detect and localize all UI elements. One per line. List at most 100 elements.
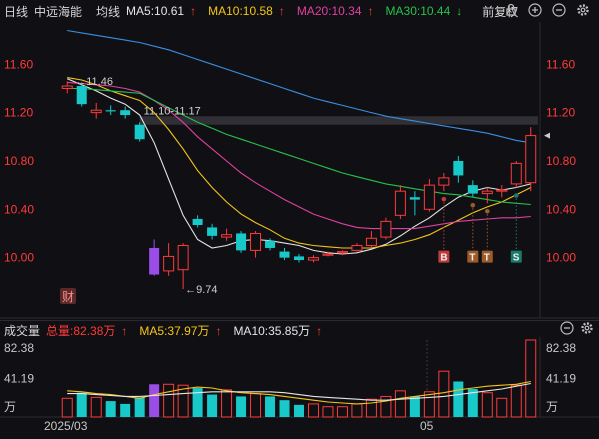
- candle-body[interactable]: [496, 189, 508, 192]
- signal-badge-T[interactable]: T: [469, 253, 475, 264]
- candle-body[interactable]: [76, 86, 87, 105]
- signal-badge-bg[interactable]: [510, 250, 522, 263]
- gap-band: [139, 116, 538, 125]
- candle-body[interactable]: [120, 110, 131, 116]
- finance-badge-bg[interactable]: [60, 288, 76, 304]
- price-chart-header: 日线 中远海能 均线 MA5:10.61 ↑ MA10:10.58 ↑ MA20:1…: [0, 0, 599, 22]
- candle-body[interactable]: [510, 162, 522, 185]
- candle-body[interactable]: [438, 177, 450, 186]
- candle-body[interactable]: [163, 255, 175, 272]
- volume-bar[interactable]: [294, 404, 304, 417]
- volume-bar[interactable]: [510, 384, 522, 418]
- candle-body[interactable]: [236, 233, 247, 251]
- volume-bar[interactable]: [265, 396, 276, 417]
- signal-badge-bg[interactable]: [481, 250, 493, 263]
- candle-body[interactable]: [149, 247, 160, 275]
- volume-bar[interactable]: [61, 397, 73, 418]
- candle-body[interactable]: [192, 218, 203, 225]
- price-tick-right: 10.00: [546, 251, 576, 265]
- candle-body[interactable]: [525, 135, 537, 184]
- candle-body[interactable]: [365, 237, 377, 247]
- volume-bar[interactable]: [481, 392, 493, 418]
- candle-body[interactable]: [134, 124, 145, 140]
- ma-line-ma60: [67, 29, 531, 144]
- candle-body[interactable]: [409, 197, 420, 200]
- volume-bar[interactable]: [453, 381, 464, 417]
- minus-icon[interactable]: [559, 321, 575, 337]
- volume-bar[interactable]: [149, 384, 160, 417]
- volume-bar[interactable]: [351, 403, 363, 418]
- volume-bar[interactable]: [496, 397, 508, 418]
- lock-icon[interactable]: [503, 3, 519, 19]
- candle-body[interactable]: [394, 190, 406, 216]
- signal-badge-T[interactable]: T: [484, 253, 490, 264]
- candle-body[interactable]: [177, 245, 189, 271]
- volume-bar[interactable]: [525, 339, 537, 418]
- volume-bar[interactable]: [322, 406, 334, 418]
- volume-bar[interactable]: [134, 397, 145, 417]
- volume-bar[interactable]: [120, 403, 131, 417]
- volume-bar[interactable]: [423, 391, 435, 418]
- candle-body[interactable]: [336, 251, 348, 254]
- period-selector[interactable]: 日线: [4, 4, 29, 19]
- plus-icon[interactable]: [527, 3, 543, 19]
- candle-body[interactable]: [105, 110, 116, 112]
- volume-bar[interactable]: [90, 396, 102, 418]
- candle-body[interactable]: [467, 185, 478, 194]
- candle-body[interactable]: [61, 85, 73, 89]
- volume-bar[interactable]: [380, 395, 392, 418]
- volume-bar[interactable]: [236, 396, 247, 417]
- candle-body[interactable]: [322, 253, 334, 256]
- signal-badge-bg[interactable]: [438, 250, 450, 263]
- volume-tick-left: 82.38: [4, 341, 34, 355]
- volume-bar[interactable]: [163, 383, 175, 418]
- candle-body[interactable]: [307, 257, 319, 261]
- gap-label: 11.10-11.17: [144, 105, 201, 117]
- volume-bar[interactable]: [192, 388, 203, 417]
- volume-title: 成交量: [4, 323, 41, 338]
- candle-body[interactable]: [453, 160, 464, 176]
- volume-bar[interactable]: [207, 394, 218, 417]
- signal-badge-bg[interactable]: [467, 250, 479, 263]
- volume-bar[interactable]: [467, 388, 478, 417]
- price-tick-right: 10.40: [546, 202, 576, 216]
- date-label: 05: [420, 419, 434, 433]
- volume-bar[interactable]: [365, 398, 377, 418]
- candle-body[interactable]: [294, 256, 304, 261]
- volume-ma-ma5: [67, 380, 531, 405]
- volume-ma5: MA5:37.97万 ↑: [139, 323, 222, 338]
- volume-bar[interactable]: [307, 403, 319, 418]
- signal-badge-S[interactable]: S: [513, 253, 520, 264]
- candle-body[interactable]: [351, 245, 363, 251]
- candle-body[interactable]: [250, 232, 262, 251]
- ma-menu[interactable]: 均线: [96, 4, 121, 19]
- volume-bar[interactable]: [76, 392, 87, 417]
- signal-badge-B[interactable]: B: [440, 253, 447, 264]
- volume-bar[interactable]: [394, 390, 406, 418]
- price-tick-left: 11.60: [4, 57, 33, 71]
- gear-icon[interactable]: [579, 321, 595, 337]
- volume-bar[interactable]: [336, 406, 348, 418]
- candle-body[interactable]: [265, 240, 276, 248]
- volume-bar[interactable]: [279, 400, 290, 417]
- candle-body[interactable]: [481, 190, 493, 195]
- kline-chart[interactable]: 11.60 11.60 11.20 11.20 10.80 10.80 10.40 10.40…: [0, 22, 599, 439]
- ma10-readout: MA10:10.58 ↑: [208, 4, 285, 18]
- candle-body[interactable]: [423, 184, 435, 210]
- finance-badge[interactable]: 财: [62, 290, 74, 304]
- volume-bar[interactable]: [105, 401, 116, 417]
- candle-body[interactable]: [207, 227, 218, 236]
- minus-icon[interactable]: [551, 3, 567, 19]
- ma-line-ma20: [67, 81, 531, 230]
- candle-body[interactable]: [90, 109, 102, 114]
- volume-bar[interactable]: [177, 384, 189, 418]
- volume-bar[interactable]: [250, 393, 262, 418]
- candle-body[interactable]: [221, 234, 233, 238]
- signal-dot: [513, 193, 519, 198]
- candle-body[interactable]: [279, 251, 290, 258]
- volume-bar[interactable]: [409, 396, 420, 417]
- gear-icon[interactable]: [575, 3, 591, 19]
- candle-body[interactable]: [380, 220, 392, 238]
- volume-bar[interactable]: [438, 370, 450, 418]
- volume-bar[interactable]: [221, 389, 233, 418]
